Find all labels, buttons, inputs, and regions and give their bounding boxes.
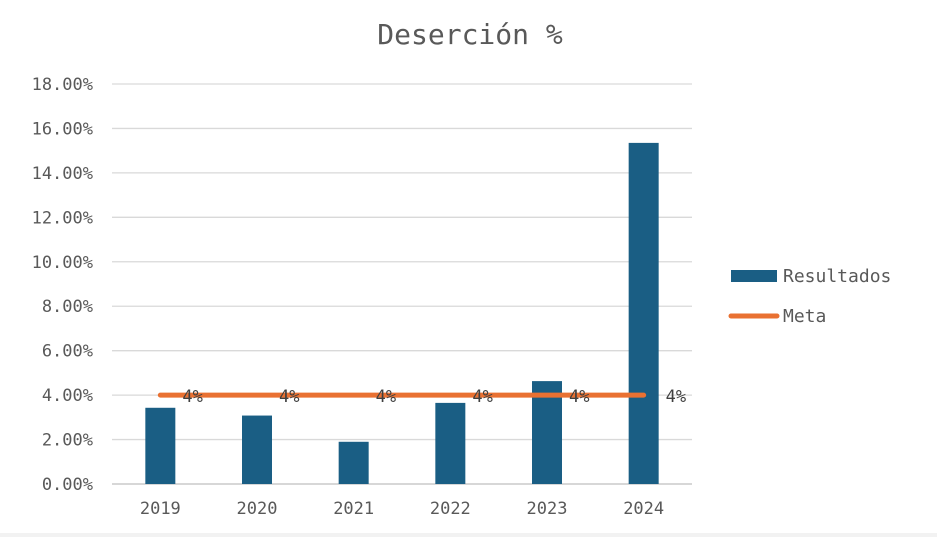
x-tick-label: 2022 <box>430 499 471 519</box>
y-tick-label: 4.00% <box>42 386 93 406</box>
y-tick-label: 14.00% <box>32 164 93 184</box>
bar-resultados-2024 <box>628 142 659 484</box>
x-tick-label: 2020 <box>237 499 278 519</box>
data-label-meta: 4% <box>279 387 299 407</box>
data-label-meta: 4% <box>376 387 396 407</box>
y-tick-label: 8.00% <box>42 297 93 317</box>
bar-resultados-2020 <box>242 415 272 484</box>
y-tick-label: 16.00% <box>32 119 93 139</box>
bottom-border <box>0 533 937 537</box>
bar-resultados-2022 <box>435 402 466 484</box>
y-axis-ticks: 0.00% 2.00% 4.00% 6.00% 8.00% 10.00% 12.00% 14.… <box>32 75 93 495</box>
legend-label-meta: Meta <box>783 306 826 327</box>
y-tick-label: 0.00% <box>42 475 93 495</box>
x-axis-ticks: 2019 2020 2021 2022 2023 2024 <box>140 499 664 519</box>
y-tick-label: 18.00% <box>32 75 93 95</box>
data-labels: 4% 4% 4% 4% 4% 4% <box>182 387 686 407</box>
bar-resultados-2023 <box>532 381 562 484</box>
legend-swatch-resultados <box>731 270 777 282</box>
x-tick-label: 2021 <box>333 499 374 519</box>
data-label-meta: 4% <box>182 387 202 407</box>
bar-resultados-2019 <box>145 407 176 484</box>
data-label-meta: 4% <box>666 387 686 407</box>
legend-label-resultados: Resultados <box>783 266 891 287</box>
legend: Resultados Meta <box>728 266 891 327</box>
y-tick-label: 6.00% <box>42 342 93 362</box>
chart-title: Deserción % <box>377 18 563 51</box>
x-tick-label: 2019 <box>140 499 181 519</box>
bar-resultados-2021 <box>338 441 369 484</box>
data-label-meta: 4% <box>569 387 589 407</box>
y-tick-label: 10.00% <box>32 253 93 273</box>
y-tick-label: 2.00% <box>42 431 93 451</box>
x-tick-label: 2024 <box>623 499 664 519</box>
data-label-meta: 4% <box>472 387 492 407</box>
x-tick-label: 2023 <box>527 499 568 519</box>
gridlines <box>112 83 692 485</box>
bar-series <box>145 142 659 484</box>
y-tick-label: 12.00% <box>32 208 93 228</box>
